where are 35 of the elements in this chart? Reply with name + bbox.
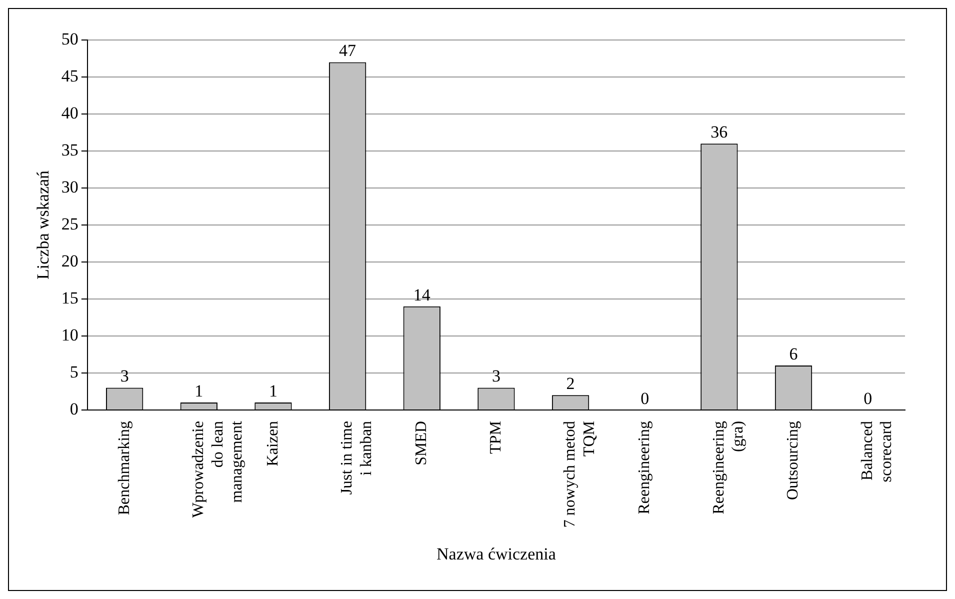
x-tick-label: Reengineering xyxy=(636,420,654,514)
x-tick-label: Reengineering (gra) xyxy=(710,420,747,514)
y-axis-title: Liczba wskazań xyxy=(34,170,53,280)
y-tick-label: 20 xyxy=(61,251,78,270)
y-tick-label: 25 xyxy=(61,214,78,234)
y-tick-label: 40 xyxy=(61,103,78,122)
data-label: 3 xyxy=(120,366,129,386)
x-tick-label: 7 nowych metod TQM xyxy=(562,420,598,528)
y-tick-label: 5 xyxy=(70,362,78,382)
x-tick-label: Just in time i kanban xyxy=(338,420,375,495)
data-label: 3 xyxy=(492,366,500,386)
y-tick-label: 50 xyxy=(61,29,78,48)
x-tick-label: Wprowadzenie do lean management xyxy=(190,420,246,518)
data-label: 1 xyxy=(194,382,204,401)
y-tick-label: 35 xyxy=(61,140,78,160)
x-tick-label: Balanced scorecard xyxy=(859,420,896,482)
x-tick-label: Outsourcing xyxy=(784,420,802,500)
x-tick-label: Kaizen xyxy=(264,420,282,466)
data-label: 1 xyxy=(268,382,278,401)
data-label: 2 xyxy=(566,374,575,394)
x-axis-title: Nazwa ćwiczenia xyxy=(436,544,556,564)
y-tick-label: 15 xyxy=(61,288,78,308)
y-tick-label: 0 xyxy=(70,399,78,418)
data-label: 6 xyxy=(789,344,798,364)
x-tick-label: SMED xyxy=(413,420,430,466)
x-tick-label: Benchmarking xyxy=(116,420,133,516)
data-label: 14 xyxy=(413,285,431,304)
x-tick-label: TPM xyxy=(487,420,504,454)
y-tick-label: 10 xyxy=(61,325,78,344)
data-label: 47 xyxy=(339,41,357,60)
data-label: 36 xyxy=(710,122,728,142)
y-tick-label: 30 xyxy=(61,177,78,196)
data-label: 0 xyxy=(864,388,872,408)
data-label: 0 xyxy=(640,388,650,408)
y-tick-label: 45 xyxy=(61,66,78,86)
